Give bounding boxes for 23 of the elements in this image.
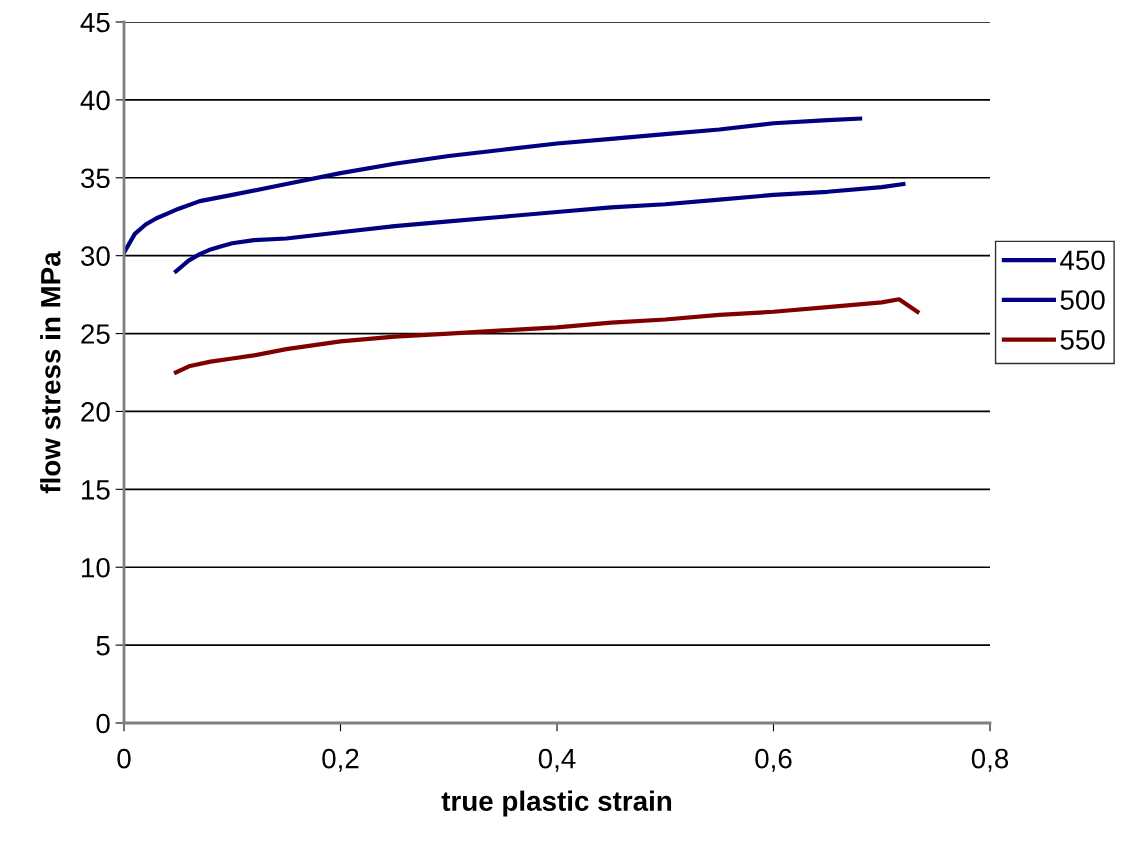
y-tick-label: 15 bbox=[82, 480, 110, 500]
y-tick-label: 0 bbox=[96, 713, 110, 734]
legend-label: 450 bbox=[1060, 250, 1105, 271]
y-tick-label: 25 bbox=[81, 324, 110, 344]
y-tick-label: 40 bbox=[80, 90, 110, 111]
x-tick-label: 0,6 bbox=[755, 748, 792, 772]
line-series bbox=[173, 181, 906, 274]
y-tick-label: 10 bbox=[82, 557, 110, 578]
line-series bbox=[173, 297, 920, 375]
x-axis-title: true plastic strain bbox=[441, 790, 672, 817]
legend-label: 550 bbox=[1060, 329, 1105, 350]
x-tick-label: 0,4 bbox=[538, 748, 576, 772]
y-axis-title: flow stress in MPa bbox=[40, 251, 61, 494]
y-tick-label: 5 bbox=[96, 636, 110, 656]
y-tick-label: 35 bbox=[80, 168, 110, 189]
y-tick-label: 45 bbox=[80, 12, 110, 33]
legend-label: 500 bbox=[1060, 290, 1105, 310]
x-tick-label: 0 bbox=[117, 748, 131, 769]
x-tick-label: 0,2 bbox=[322, 748, 359, 772]
x-tick-label: 0,8 bbox=[971, 748, 1009, 772]
line-series bbox=[124, 116, 863, 255]
y-tick-label: 20 bbox=[81, 402, 110, 422]
y-tick-label: 30 bbox=[80, 246, 110, 267]
